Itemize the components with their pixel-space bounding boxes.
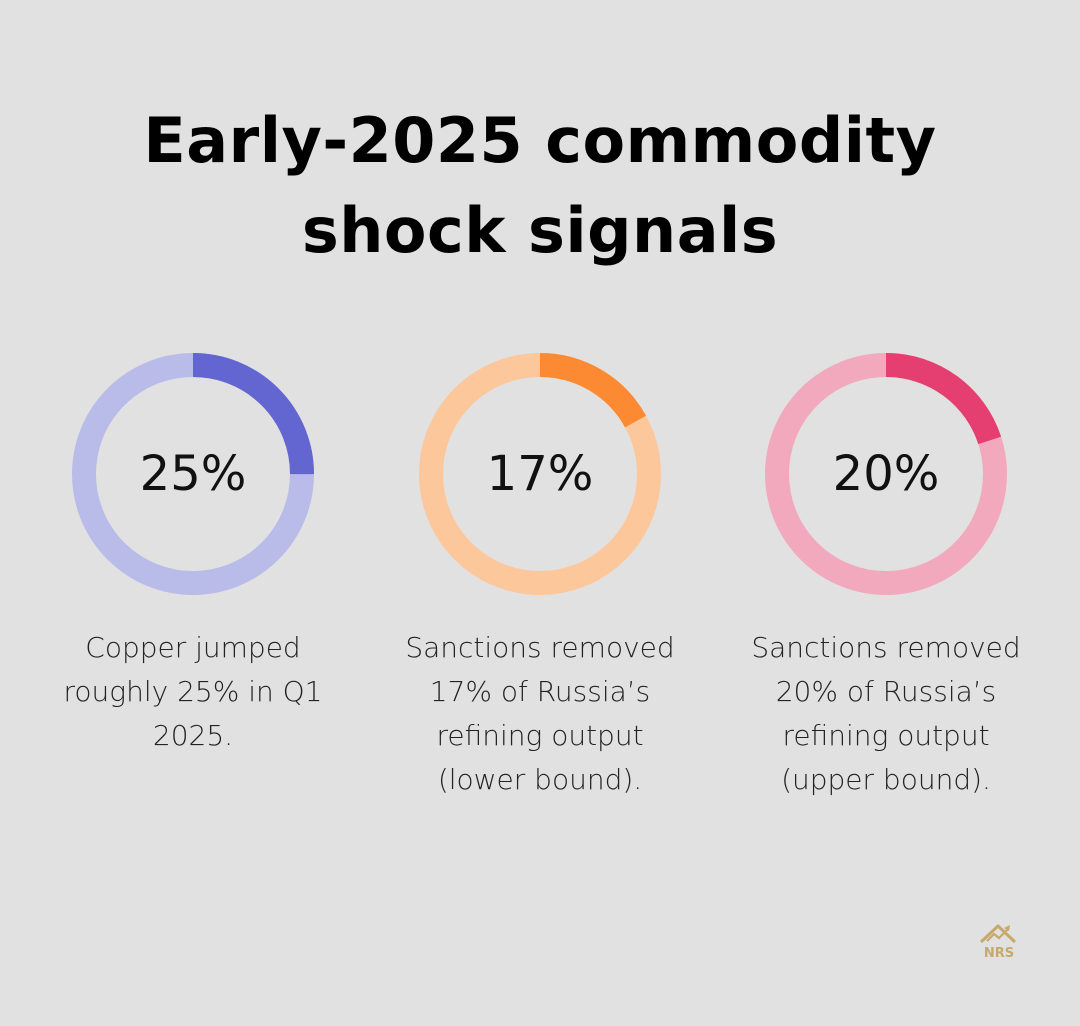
donut-3-arc bbox=[765, 353, 1007, 595]
logo-text: NRS bbox=[983, 946, 1015, 961]
donut-2-svg bbox=[419, 353, 661, 595]
title-line-1: Early-2025 commodity bbox=[143, 104, 937, 177]
nrs-logo: NRS bbox=[974, 920, 1024, 964]
donut-chart-3: 20% bbox=[765, 353, 1007, 595]
donut-2-caption: Sanctions removed 17% of Russia’s refini… bbox=[405, 631, 675, 796]
donut-1-value-label: 25% bbox=[139, 446, 247, 502]
donut-1-svg bbox=[72, 353, 314, 595]
donut-2-value-label: 17% bbox=[486, 446, 594, 502]
donut-3-value-label: 20% bbox=[832, 446, 940, 502]
house-chart-icon bbox=[979, 924, 1017, 944]
donut-3-caption: Sanctions removed 20% of Russia’s refini… bbox=[751, 631, 1021, 796]
title-line-2: shock signals bbox=[301, 194, 779, 267]
donut-chart-2: 17% bbox=[419, 353, 661, 595]
donut-chart-1: 25% bbox=[72, 353, 314, 595]
donut-1-arc bbox=[72, 353, 314, 595]
donut-3-svg bbox=[765, 353, 1007, 595]
donut-1-caption: Copper jumped roughly 25% in Q1 2025. bbox=[63, 631, 323, 752]
donut-2-arc bbox=[419, 353, 661, 595]
chart-title: Early-2025 commodity shock signals bbox=[0, 96, 1080, 276]
